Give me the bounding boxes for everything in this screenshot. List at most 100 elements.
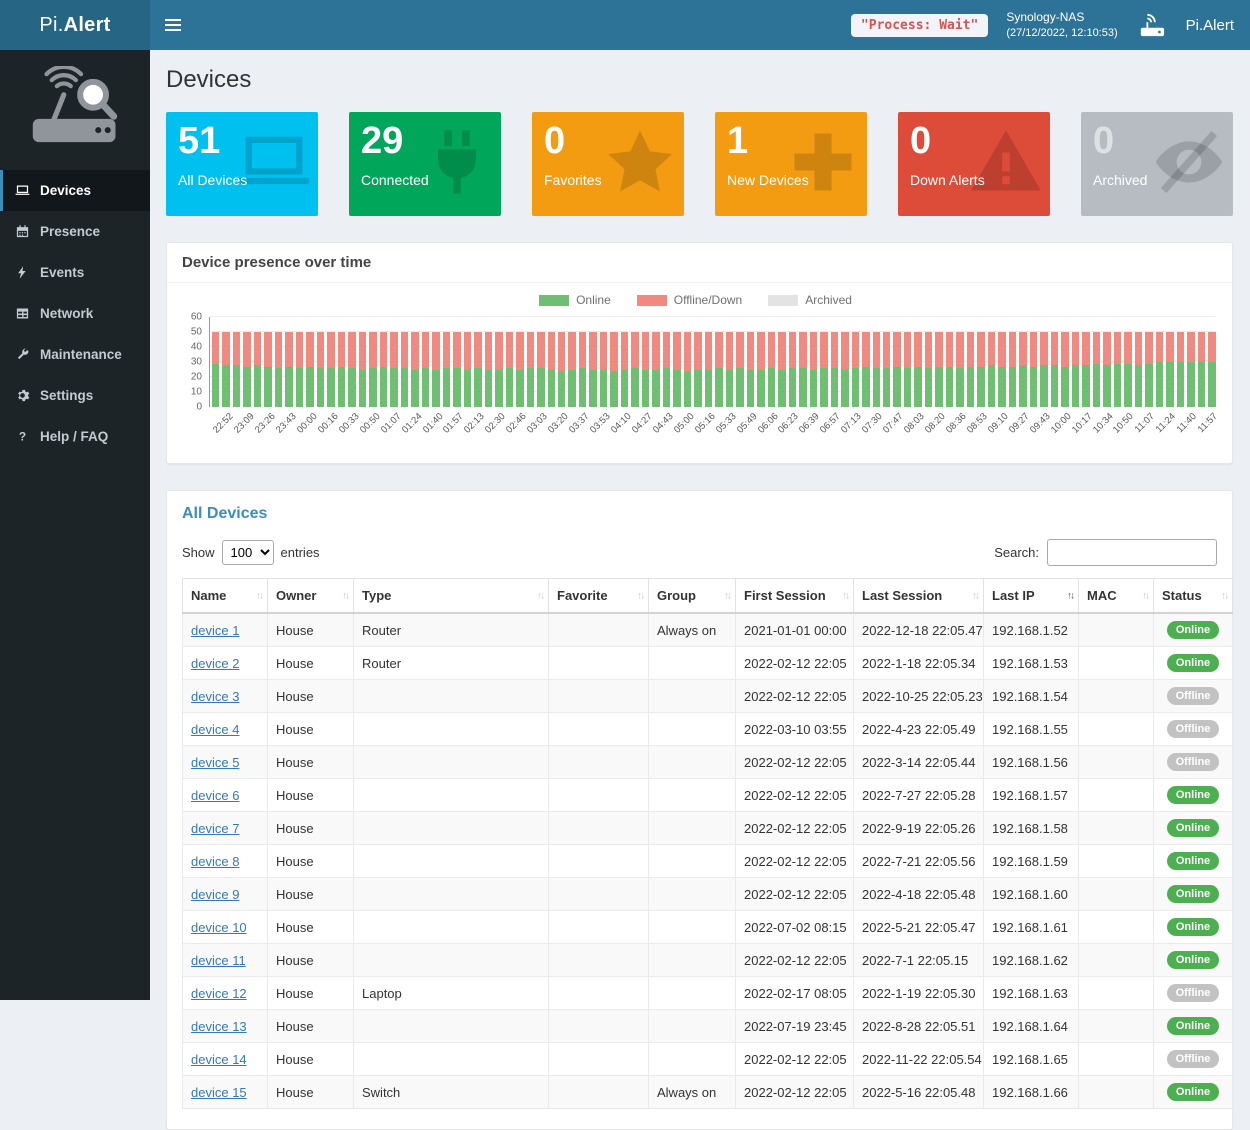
legend-label: Online — [576, 293, 611, 307]
chart-bar — [589, 332, 597, 407]
chart-bar — [914, 332, 922, 407]
x-tick-label: 11:40 — [1174, 411, 1199, 436]
cell-last-session: 2022-7-27 22:05.28 — [853, 778, 984, 812]
search-input[interactable] — [1047, 539, 1217, 566]
cell-last-session: 2022-8-28 22:05.51 — [853, 1009, 984, 1043]
device-link[interactable]: device 4 — [191, 721, 240, 737]
plus-icon — [785, 124, 861, 205]
chart-bar — [1166, 332, 1174, 407]
chart-bar — [757, 332, 765, 407]
sidebar-item-events[interactable]: Events — [0, 252, 150, 293]
cell-owner: House — [267, 1075, 354, 1109]
device-link[interactable]: device 3 — [191, 688, 240, 704]
cell-type — [353, 745, 549, 779]
device-link[interactable]: device 14 — [191, 1051, 247, 1067]
summary-boxes: 51 All Devices 29 Connected 0 Favorites 1 New D… — [166, 112, 1233, 216]
column-header-type[interactable]: Type ↑↓ — [353, 578, 549, 614]
chart-bar — [956, 332, 964, 407]
cell-last-ip: 192.168.1.65 — [983, 1042, 1079, 1076]
cell-status: Online — [1153, 1009, 1233, 1043]
column-header-first-session[interactable]: First Session ↑↓ — [735, 578, 854, 614]
cell-favorite — [548, 877, 649, 911]
x-tick-label: 05:16 — [692, 411, 718, 436]
sidebar-item-help-faq[interactable]: ? Help / FAQ — [0, 416, 150, 457]
cell-last-session: 2022-1-19 22:05.30 — [853, 976, 984, 1010]
chart-bar — [1208, 332, 1216, 407]
device-link[interactable]: device 10 — [191, 919, 247, 935]
chart-bar — [1187, 332, 1195, 407]
table-row: device 12 House Laptop 2022-02-17 08:05 2022… — [182, 976, 1233, 1010]
cell-owner: House — [267, 844, 354, 878]
status-badge: Offline — [1166, 720, 1220, 738]
device-link[interactable]: device 11 — [191, 952, 246, 968]
column-header-last-session[interactable]: Last Session ↑↓ — [853, 578, 984, 614]
sort-icon: ↑↓ — [637, 590, 645, 601]
cell-favorite — [548, 943, 649, 977]
summary-box-label: All Devices — [178, 171, 248, 188]
column-header-name[interactable]: Name ↑↓ — [182, 578, 268, 614]
gridline — [210, 391, 1216, 392]
device-link[interactable]: device 12 — [191, 985, 247, 1001]
device-link[interactable]: device 2 — [191, 655, 240, 671]
x-tick-label: 08:20 — [922, 411, 948, 436]
summary-box-all-devices[interactable]: 51 All Devices — [166, 112, 318, 216]
app-name: Pi.Alert — [1185, 16, 1234, 34]
chart-bar — [767, 332, 776, 407]
x-tick-label: 00:00 — [294, 411, 320, 436]
summary-box-archived[interactable]: 0 Archived — [1081, 112, 1233, 216]
summary-box-down-alerts[interactable]: 0 Down Alerts — [898, 112, 1050, 216]
device-link[interactable]: device 8 — [191, 853, 240, 869]
chart-bar — [400, 332, 409, 407]
column-header-mac[interactable]: MAC ↑↓ — [1078, 578, 1154, 614]
sidebar-item-settings[interactable]: Settings — [0, 375, 150, 416]
device-link[interactable]: device 7 — [191, 820, 240, 836]
process-status-text: "Process: Wait" — [860, 17, 979, 33]
brand-bold: Alert — [63, 13, 111, 36]
device-link[interactable]: device 6 — [191, 787, 240, 803]
sidebar-item-network[interactable]: Network — [0, 293, 150, 334]
y-tick-label: 0 — [196, 401, 202, 413]
status-badge: Online — [1166, 885, 1220, 903]
cell-favorite — [548, 844, 649, 878]
chart-bar — [977, 332, 985, 407]
chart-bar — [799, 332, 807, 407]
cell-last-session: 2022-11-22 22:05.54 — [853, 1042, 984, 1076]
x-tick-label: 10:34 — [1090, 411, 1116, 436]
column-header-owner[interactable]: Owner ↑↓ — [267, 578, 354, 614]
chart-bar — [662, 332, 671, 407]
table-row: device 13 House 2022-07-19 23:45 2022-8-28 … — [182, 1009, 1233, 1043]
sidebar-item-presence[interactable]: Presence — [0, 211, 150, 252]
hamburger-icon[interactable] — [150, 0, 196, 50]
column-header-group[interactable]: Group ↑↓ — [648, 578, 736, 614]
x-tick-label: 00:33 — [336, 411, 362, 436]
column-header-last-ip[interactable]: Last IP ↑↓ — [983, 578, 1079, 614]
device-link[interactable]: device 13 — [191, 1018, 247, 1034]
device-link[interactable]: device 15 — [191, 1084, 247, 1100]
sort-icon: ↑↓ — [1221, 590, 1229, 601]
column-header-status[interactable]: Status ↑↓ — [1153, 578, 1233, 614]
sidebar-item-devices[interactable]: Devices — [0, 170, 150, 211]
chart-bar — [421, 332, 430, 407]
x-tick-label: 02:30 — [483, 411, 508, 436]
device-link[interactable]: device 1 — [191, 622, 240, 638]
summary-box-new-devices[interactable]: 1 New Devices — [715, 112, 867, 216]
column-header-favorite[interactable]: Favorite ↑↓ — [548, 578, 649, 614]
sidebar-item-maintenance[interactable]: Maintenance — [0, 334, 150, 375]
brand-logo[interactable]: Pi. Alert — [0, 0, 150, 50]
entries-select[interactable]: 100 — [221, 540, 274, 565]
main-content: Devices 51 All Devices 29 Connected 0 Favorit… — [150, 50, 1250, 1130]
cell-first-session: 2022-07-02 08:15 — [735, 910, 854, 944]
x-tick-label: 07:30 — [860, 411, 885, 436]
cell-first-session: 2022-02-12 22:05 — [735, 646, 854, 680]
cell-name: device 8 — [182, 844, 268, 878]
chart-bar — [631, 332, 639, 407]
device-link[interactable]: device 5 — [191, 754, 240, 770]
chart-bar — [851, 332, 860, 407]
chart-plot — [209, 316, 1216, 407]
summary-box-connected[interactable]: 29 Connected — [349, 112, 501, 216]
cell-last-ip: 192.168.1.55 — [983, 712, 1079, 746]
summary-box-favorites[interactable]: 0 Favorites — [532, 112, 684, 216]
column-label: Last IP — [992, 588, 1035, 603]
device-link[interactable]: device 9 — [191, 886, 240, 902]
chart-bar — [232, 332, 241, 407]
